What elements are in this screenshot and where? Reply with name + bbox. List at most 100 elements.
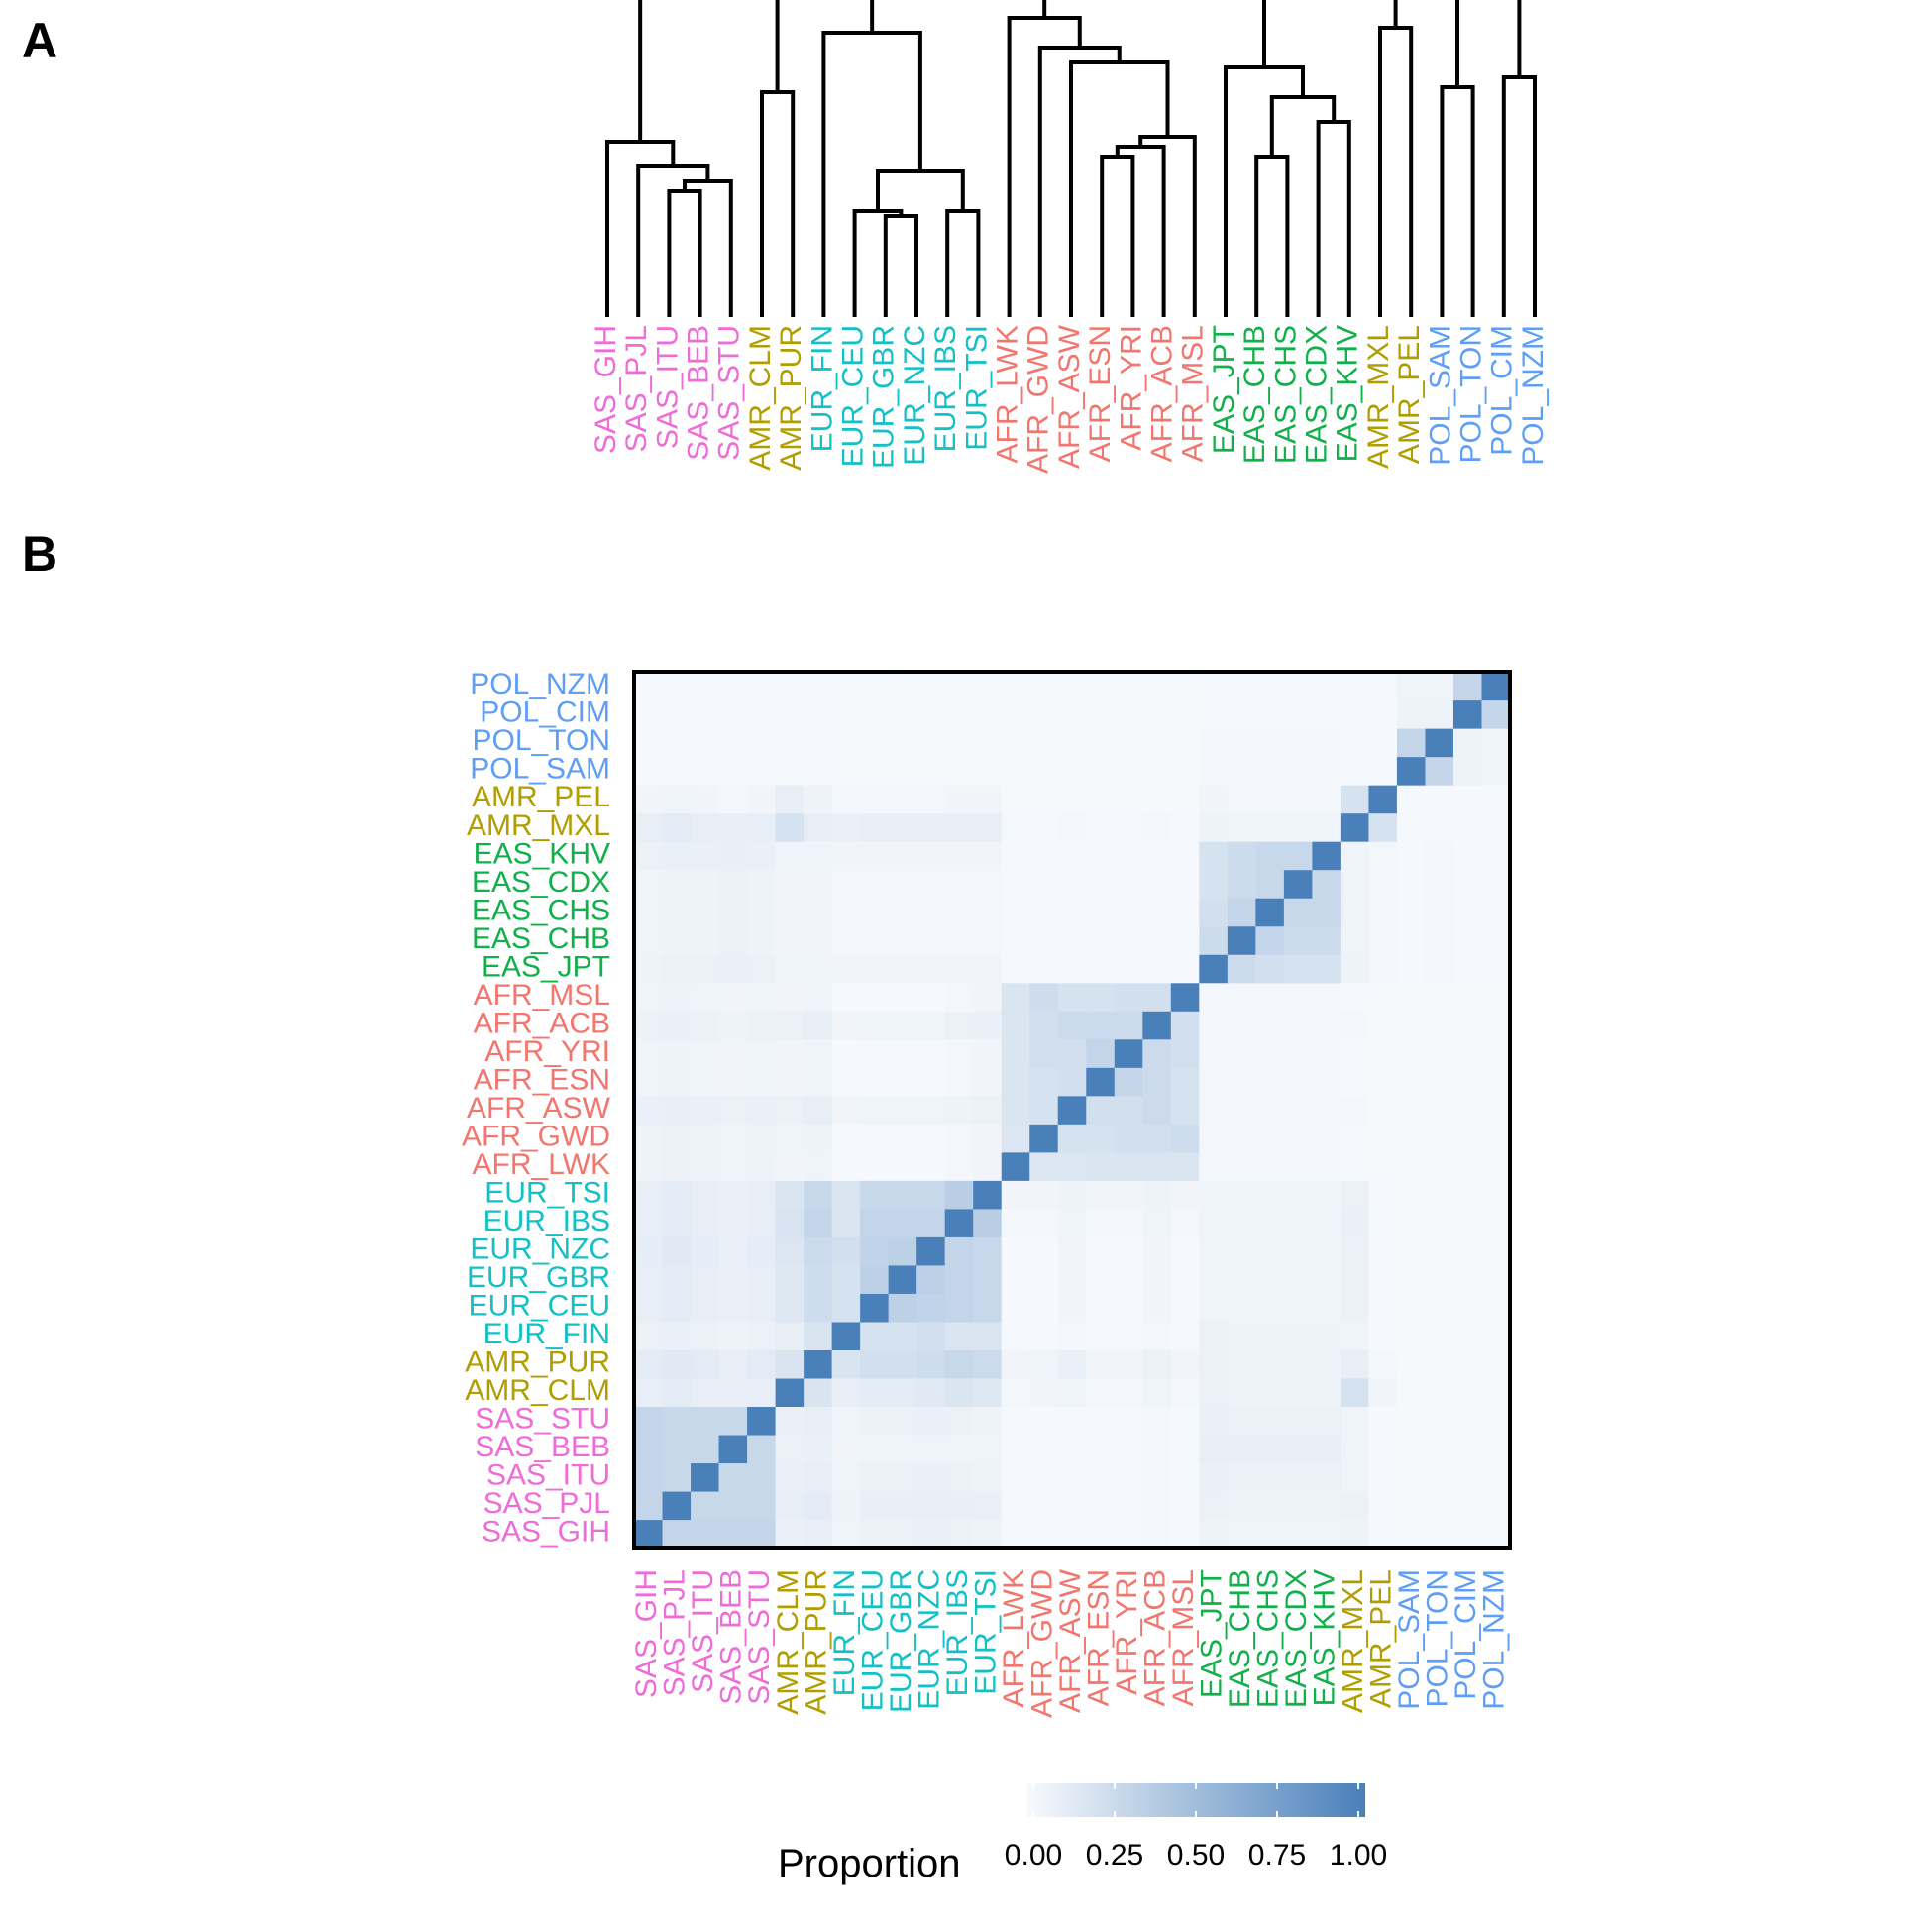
heatmap-cell (662, 1038, 692, 1068)
heatmap-cell (1452, 1264, 1483, 1294)
heatmap-cell (1199, 898, 1229, 927)
heatmap-cell (973, 1406, 1003, 1436)
heatmap-cell (1368, 1264, 1398, 1294)
heatmap-cell (1368, 1180, 1398, 1210)
dendrogram-leaf-label: AFR_ACB (1146, 325, 1179, 462)
heatmap-cell (860, 699, 890, 729)
heatmap-y-axis-labels: SAS_GIHSAS_PJLSAS_ITUSAS_BEBSAS_STUAMR_C… (462, 668, 611, 1548)
heatmap-cell (1001, 699, 1030, 729)
heatmap-cell (1142, 1011, 1172, 1040)
heatmap-y-label: EAS_CHB (472, 922, 610, 955)
heatmap-cell (1312, 1462, 1342, 1492)
heatmap-cell (1255, 756, 1285, 786)
heatmap-cell (1227, 954, 1256, 984)
heatmap-cell (1312, 869, 1342, 899)
heatmap-x-label: EUR_IBS (941, 1569, 974, 1696)
dendrogram-branch (945, 209, 981, 317)
heatmap-cell (1227, 756, 1256, 786)
heatmap-cell (662, 1095, 692, 1125)
heatmap-cell (860, 1321, 890, 1350)
heatmap-cell (1170, 1434, 1200, 1464)
heatmap-cell (1199, 1293, 1229, 1323)
heatmap-cell (1340, 1462, 1370, 1492)
heatmap-cell (634, 1095, 664, 1125)
heatmap-cell (888, 841, 917, 871)
heatmap-cell (1425, 672, 1454, 701)
heatmap-cell (1086, 1519, 1116, 1549)
heatmap-cell (718, 1321, 748, 1350)
heatmap-cell (804, 1095, 833, 1125)
heatmap-cell (916, 954, 946, 984)
heatmap-cell (1114, 1349, 1143, 1379)
heatmap-cell (1396, 1264, 1427, 1294)
heatmap-cell (718, 841, 748, 871)
heatmap-cell (634, 954, 664, 984)
heatmap-cell (1312, 954, 1342, 984)
heatmap-cell (973, 1293, 1003, 1323)
heatmap-cell (718, 1434, 748, 1464)
heatmap-cell (1396, 756, 1427, 786)
heatmap-cell (1452, 841, 1483, 871)
heatmap-cell (804, 1236, 833, 1266)
heatmap-cell (775, 1321, 805, 1350)
heatmap-cell (718, 1462, 748, 1492)
heatmap-cell (1086, 1151, 1116, 1181)
heatmap-cell (860, 1519, 890, 1549)
heatmap-cell (1227, 1038, 1256, 1068)
heatmap-cell (691, 1406, 720, 1436)
heatmap-cell (747, 728, 777, 758)
heatmap-y-label: EUR_CEU (469, 1290, 610, 1323)
heatmap-cell (1199, 869, 1229, 899)
heatmap-y-label: EUR_TSI (484, 1176, 610, 1209)
heatmap-cell (747, 1293, 777, 1323)
heatmap-cell (1452, 1462, 1483, 1492)
heatmap-cell (888, 898, 917, 927)
heatmap-y-label: POL_TON (473, 724, 611, 757)
dendrogram-leaf-label: EAS_CDX (1301, 325, 1334, 464)
heatmap-cell (1312, 841, 1342, 871)
heatmap-cell (1396, 785, 1427, 814)
heatmap-cell (1396, 898, 1427, 927)
heatmap-cell (1452, 1293, 1483, 1323)
heatmap-cell (747, 1236, 777, 1266)
heatmap-cell (747, 1011, 777, 1040)
heatmap-cell (944, 1067, 974, 1097)
heatmap-cell (1142, 954, 1172, 984)
dendrogram-branch (876, 169, 965, 213)
heatmap-y-label: EAS_KHV (474, 837, 610, 870)
heatmap-cell (1170, 1067, 1200, 1097)
heatmap-cell (1199, 756, 1229, 786)
heatmap-cell (1114, 785, 1143, 814)
heatmap-x-label: EUR_CEU (856, 1569, 889, 1711)
heatmap-cell (1481, 1011, 1511, 1040)
heatmap-cell (718, 925, 748, 955)
heatmap-cell (1481, 1038, 1511, 1068)
heatmap-cell (1057, 812, 1087, 842)
heatmap-cell (634, 1180, 664, 1210)
heatmap-cell (916, 1067, 946, 1097)
heatmap-cell (916, 1208, 946, 1237)
heatmap-cell (1170, 925, 1200, 955)
dendrogram-leaf-label: SAS_PJL (620, 325, 653, 452)
heatmap-cell (1001, 898, 1030, 927)
heatmap-cell (944, 869, 974, 899)
heatmap-cell (831, 954, 861, 984)
heatmap-cell (916, 1377, 946, 1408)
heatmap-cell (860, 898, 890, 927)
heatmap-cell (804, 1434, 833, 1464)
heatmap-cell (1425, 982, 1454, 1012)
heatmap-cell (718, 1264, 748, 1294)
heatmap-cell (1170, 1406, 1200, 1436)
colorbar-tick-label: 0.75 (1248, 1839, 1306, 1872)
heatmap-cell (1481, 841, 1511, 871)
heatmap-cell (1396, 812, 1427, 842)
heatmap-cell (775, 785, 805, 814)
heatmap-cell (1057, 1321, 1087, 1350)
heatmap-cell (1170, 898, 1200, 927)
heatmap-cell (1057, 1151, 1087, 1181)
heatmap-cell (804, 672, 833, 701)
heatmap-cell (888, 869, 917, 899)
heatmap-cell (888, 1236, 917, 1266)
heatmap-cell (1396, 841, 1427, 871)
heatmap-cell (831, 1349, 861, 1379)
